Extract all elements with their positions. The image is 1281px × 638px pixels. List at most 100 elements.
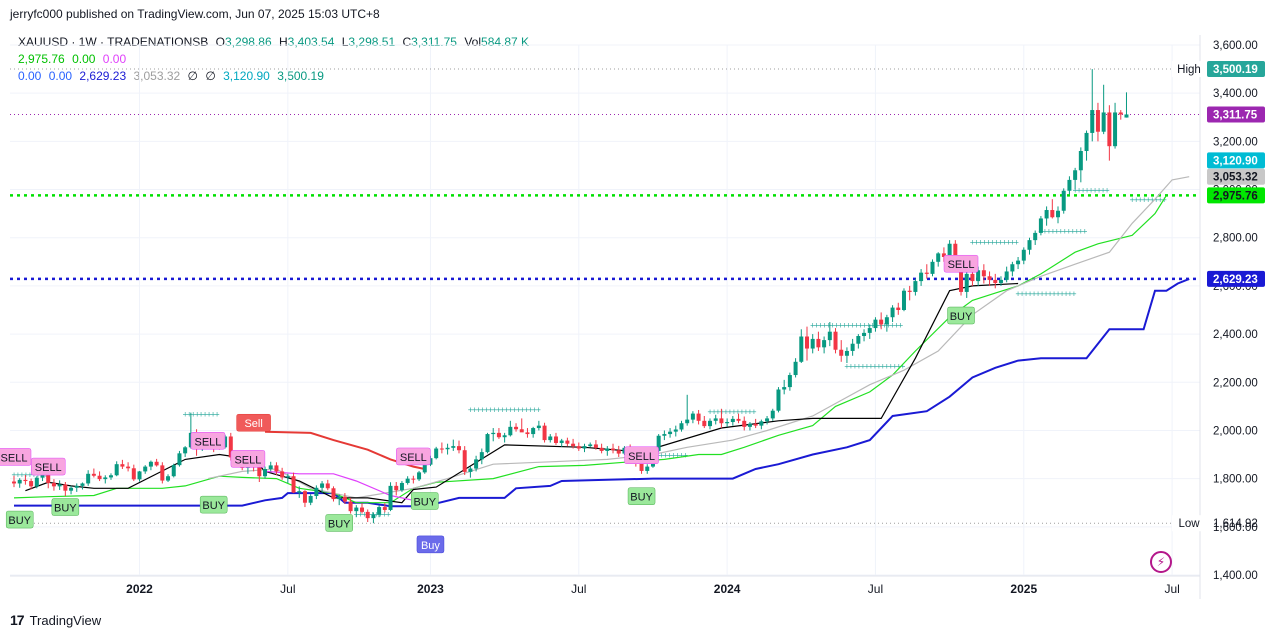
axis-label-value: 1,614.92 xyxy=(1213,518,1258,530)
dotted-level-mark: + xyxy=(483,406,489,414)
dotted-level-mark: + xyxy=(369,511,375,519)
candle-body xyxy=(468,468,473,472)
signal-label: SELL xyxy=(195,436,222,448)
candle xyxy=(708,418,713,430)
dotted-level-mark: + xyxy=(1141,196,1147,204)
candle xyxy=(873,317,878,332)
candle-body xyxy=(382,507,387,510)
dotted-level-mark: + xyxy=(1153,196,1159,204)
candle-body xyxy=(57,484,62,487)
candle xyxy=(919,269,924,286)
candle-body xyxy=(725,422,730,424)
dotted-level-mark: + xyxy=(1092,187,1098,195)
dotted-level-mark: + xyxy=(846,321,852,329)
dotted-level: ++++++++++++ xyxy=(1038,228,1088,236)
candle-body xyxy=(228,436,233,458)
signal-buy: BUY xyxy=(627,487,656,505)
dotted-level-mark: + xyxy=(852,362,858,370)
candle xyxy=(491,428,496,442)
candle xyxy=(29,478,34,490)
candle xyxy=(474,455,479,472)
dotted-level-mark: + xyxy=(1071,290,1077,298)
candle xyxy=(183,446,188,457)
candle-body xyxy=(86,473,91,484)
dotted-level: +++++++++ xyxy=(1072,187,1110,195)
dotted-level-mark: + xyxy=(1047,290,1053,298)
dotted-level-mark: + xyxy=(886,321,892,329)
dotted-level-mark: + xyxy=(1015,290,1021,298)
y-tick-label: 1,400.00 xyxy=(1213,570,1258,582)
candle-body xyxy=(833,331,838,350)
candle xyxy=(137,470,142,482)
candle-body xyxy=(462,450,467,472)
dotted-level-mark: + xyxy=(1157,196,1163,204)
candle xyxy=(439,442,444,454)
signal-label: SELL xyxy=(35,462,62,474)
signal-buy-strong: Buy xyxy=(416,535,445,554)
candle xyxy=(1095,102,1100,142)
candle xyxy=(747,422,752,431)
candle xyxy=(736,413,741,424)
dotted-level-mark: + xyxy=(202,411,208,419)
candle xyxy=(320,481,325,494)
candle-body xyxy=(51,482,56,487)
legend-indicator-1[interactable]: 2,975.76 0.00 0.00 xyxy=(18,52,130,66)
candle-body xyxy=(405,478,410,483)
candle-body xyxy=(320,483,325,488)
dotted-level-mark: + xyxy=(1137,196,1143,204)
candle-body xyxy=(394,485,399,491)
signal-sell: SELL xyxy=(624,446,659,464)
alert-badge-icon[interactable]: ⚡ xyxy=(1150,551,1172,573)
dotted-level-mark: + xyxy=(810,321,816,329)
candle-body xyxy=(924,272,929,274)
candle xyxy=(668,428,673,438)
candle-body xyxy=(867,328,872,333)
candle xyxy=(514,423,519,432)
candle-body xyxy=(1090,110,1095,133)
candle xyxy=(685,394,690,426)
indicator-blue-stop xyxy=(14,277,1190,508)
candle-body xyxy=(268,465,273,469)
dotted-level-mark: + xyxy=(860,362,866,370)
candle-body xyxy=(959,264,964,292)
x-tick-label: 2024 xyxy=(714,582,741,596)
candle-body xyxy=(479,452,484,460)
dotted-level-mark: + xyxy=(870,321,876,329)
price-badge-bg xyxy=(1207,106,1265,123)
candle-body xyxy=(816,338,821,348)
candle xyxy=(804,326,809,361)
low-label: L xyxy=(341,35,349,49)
dotted-level-mark: + xyxy=(1080,187,1086,195)
ind2-value-6: ∅ xyxy=(205,69,216,83)
dotted-level-mark: + xyxy=(194,411,200,419)
candle xyxy=(399,481,404,492)
dotted-level-mark: + xyxy=(735,408,741,416)
candle-body xyxy=(1084,132,1089,151)
price-badge-text: 2,629.23 xyxy=(1213,274,1258,286)
candle-body xyxy=(365,511,370,519)
dotted-level-mark: + xyxy=(531,406,537,414)
signal-box xyxy=(325,514,353,532)
dotted-level-mark: + xyxy=(1019,290,1025,298)
dotted-level-mark: + xyxy=(1078,228,1084,236)
legend-indicator-2[interactable]: 0.00 0.00 2,629.23 3,053.32 ∅ ∅ 3,120.90… xyxy=(18,69,328,83)
candle xyxy=(394,482,399,496)
dotted-level-mark: + xyxy=(1046,228,1052,236)
candle-body xyxy=(713,418,718,421)
candle xyxy=(696,409,701,425)
candle-body xyxy=(793,361,798,376)
footer-brand[interactable]: TradingView xyxy=(29,612,102,628)
candle-body xyxy=(639,461,644,471)
signal-label: Sell xyxy=(244,418,262,430)
candle xyxy=(17,478,22,488)
candle-body xyxy=(131,468,136,480)
dotted-level-mark: + xyxy=(1072,187,1078,195)
candle-body xyxy=(787,375,792,388)
signal-sell-strong: Sell xyxy=(236,413,271,432)
candle-body xyxy=(120,464,125,467)
x-tick-label: 2025 xyxy=(1010,582,1037,596)
candle-body xyxy=(896,307,901,310)
candle xyxy=(12,475,16,488)
candle xyxy=(302,490,307,508)
